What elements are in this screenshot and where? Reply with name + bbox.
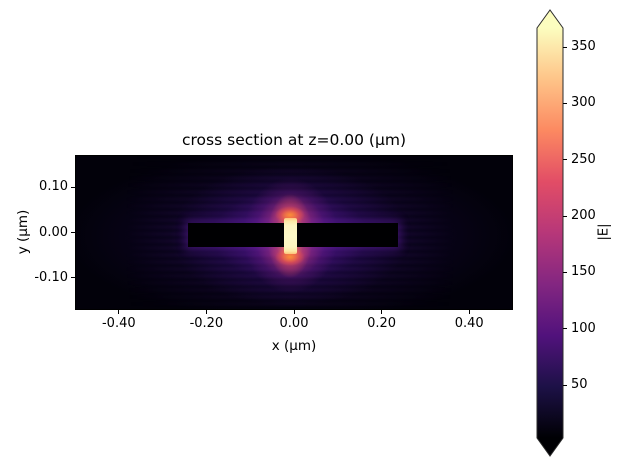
- y-tick-label: 0.00: [39, 224, 68, 240]
- hotspot-tip-top: [275, 205, 306, 224]
- colorbar: [536, 9, 564, 457]
- heatmap-plot-area: [75, 155, 513, 310]
- gap-hotspot-rect: [283, 217, 298, 254]
- colorbar-tick-mark: [563, 215, 567, 217]
- colorbar-tick-mark: [563, 159, 567, 161]
- x-tick-mark: [293, 310, 295, 314]
- colorbar-tick-label: 200: [571, 208, 596, 224]
- colorbar-tick-label: 150: [571, 264, 596, 280]
- x-tick-label: -0.20: [189, 316, 224, 331]
- x-tick-mark: [468, 310, 470, 314]
- hotspot-tip-bottom: [275, 247, 306, 266]
- colorbar-tick-label: 100: [571, 320, 596, 336]
- y-tick-label: -0.10: [34, 269, 68, 285]
- left-antenna-arm-rect: [188, 223, 284, 248]
- colorbar-tick-label: 300: [571, 95, 596, 111]
- colorbar-tick-label: 250: [571, 151, 596, 167]
- y-tick-mark: [71, 232, 75, 233]
- colorbar-tick-mark: [563, 102, 567, 104]
- colorbar-tick-mark: [563, 271, 567, 273]
- y-tick-mark: [71, 186, 75, 188]
- x-tick-mark: [381, 310, 383, 314]
- colorbar-tick-label: 50: [571, 377, 588, 393]
- y-tick-mark: [71, 277, 75, 279]
- y-tick-label: 0.10: [39, 179, 68, 195]
- x-tick-label: 0.20: [367, 316, 397, 331]
- colorbar-tick-mark: [563, 328, 567, 330]
- x-tick-label: -0.40: [101, 316, 136, 331]
- colorbar-tick-mark: [563, 46, 567, 48]
- colorbar-label: |E|: [596, 223, 612, 241]
- x-tick-label: 0.40: [454, 316, 484, 331]
- x-axis-label: x (μm): [271, 338, 317, 354]
- colorbar-tick-mark: [563, 384, 567, 386]
- colorbar-tick-label: 350: [571, 39, 596, 55]
- x-tick-label: 0.00: [279, 316, 309, 331]
- colorbar-gradient-bar: [536, 9, 564, 457]
- x-tick-mark: [118, 310, 120, 314]
- x-tick-mark: [205, 310, 207, 314]
- chart-title: cross section at z=0.00 (μm): [182, 131, 406, 149]
- right-antenna-arm-rect: [297, 223, 398, 248]
